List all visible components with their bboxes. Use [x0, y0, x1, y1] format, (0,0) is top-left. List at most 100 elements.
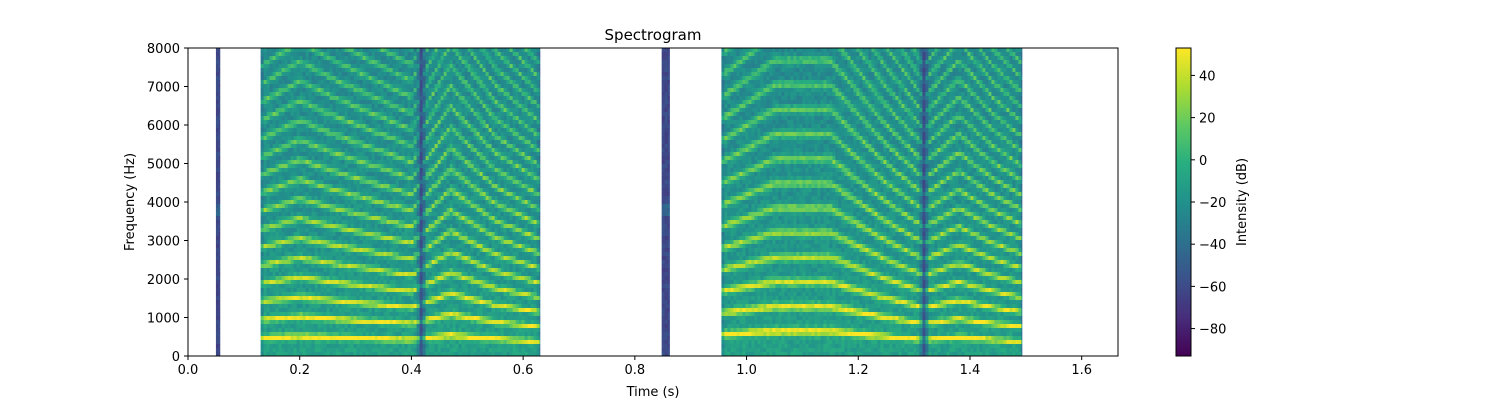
heatmap-cell	[443, 240, 448, 245]
heatmap-cell	[260, 116, 265, 121]
heatmap-cell	[446, 264, 451, 269]
heatmap-cell	[263, 180, 268, 185]
heatmap-cell	[365, 196, 370, 201]
heatmap-cell	[383, 328, 388, 333]
heatmap-cell	[335, 336, 340, 341]
heatmap-cell	[281, 64, 286, 69]
heatmap-cell	[395, 152, 400, 157]
heatmap-cell	[395, 180, 400, 185]
heatmap-cell	[275, 128, 280, 133]
heatmap-cell	[425, 316, 430, 321]
heatmap-cell	[332, 132, 337, 137]
heatmap-cell	[377, 228, 382, 233]
heatmap-cell	[431, 132, 436, 137]
heatmap-cell	[356, 220, 361, 225]
heatmap-cell	[338, 164, 343, 169]
heatmap-cell	[419, 324, 424, 329]
heatmap-cell	[401, 224, 406, 229]
heatmap-cell	[425, 96, 430, 101]
heatmap-cell	[389, 224, 394, 229]
heatmap-cell	[422, 180, 427, 185]
heatmap-cell	[320, 248, 325, 253]
heatmap-cell	[260, 92, 265, 97]
heatmap-cell	[434, 340, 439, 345]
heatmap-cell	[419, 56, 424, 61]
heatmap-cell	[260, 128, 265, 133]
heatmap-cell	[320, 76, 325, 81]
heatmap-cell	[269, 184, 274, 189]
heatmap-cell	[380, 316, 385, 321]
heatmap-cell	[347, 200, 352, 205]
heatmap-cell	[341, 112, 346, 117]
heatmap-cell	[365, 248, 370, 253]
heatmap-cell	[389, 304, 394, 309]
heatmap-cell	[374, 248, 379, 253]
heatmap-cell	[383, 276, 388, 281]
heatmap-cell	[278, 296, 283, 301]
heatmap-cell	[416, 192, 421, 197]
heatmap-cell	[263, 240, 268, 245]
heatmap-cell	[290, 288, 295, 293]
heatmap-cell	[341, 320, 346, 325]
heatmap-cell	[320, 64, 325, 69]
heatmap-cell	[377, 224, 382, 229]
heatmap-cell	[263, 128, 268, 133]
heatmap-cell	[422, 300, 427, 305]
heatmap-cell	[215, 340, 220, 345]
heatmap-cell	[404, 160, 409, 165]
heatmap-cell	[440, 156, 445, 161]
heatmap-cell	[374, 184, 379, 189]
heatmap-cell	[278, 316, 283, 321]
heatmap-cell	[311, 264, 316, 269]
heatmap-cell	[326, 132, 331, 137]
heatmap-cell	[329, 156, 334, 161]
heatmap-cell	[443, 220, 448, 225]
heatmap-cell	[383, 332, 388, 337]
heatmap-cell	[404, 124, 409, 129]
heatmap-cell	[344, 144, 349, 149]
heatmap-cell	[401, 216, 406, 221]
heatmap-cell	[389, 328, 394, 333]
heatmap-cell	[269, 288, 274, 293]
heatmap-cell	[281, 300, 286, 305]
heatmap-cell	[272, 116, 277, 121]
heatmap-cell	[383, 80, 388, 85]
heatmap-cell	[275, 164, 280, 169]
heatmap-cell	[365, 256, 370, 261]
heatmap-cell	[353, 172, 358, 177]
heatmap-cell	[290, 204, 295, 209]
heatmap-cell	[347, 296, 352, 301]
heatmap-cell	[362, 264, 367, 269]
heatmap-cell	[398, 164, 403, 169]
heatmap-cell	[275, 280, 280, 285]
heatmap-cell	[386, 244, 391, 249]
heatmap-cell	[446, 104, 451, 109]
heatmap-cell	[383, 220, 388, 225]
heatmap-cell	[350, 216, 355, 221]
heatmap-cell	[392, 256, 397, 261]
heatmap-cell	[218, 140, 221, 145]
heatmap-cell	[335, 108, 340, 113]
heatmap-cell	[377, 160, 382, 165]
heatmap-cell	[428, 188, 433, 193]
heatmap-cell	[335, 280, 340, 285]
heatmap-cell	[308, 280, 313, 285]
heatmap-cell	[374, 72, 379, 77]
heatmap-cell	[302, 132, 307, 137]
heatmap-cell	[296, 320, 301, 325]
heatmap-cell	[275, 264, 280, 269]
heatmap-cell	[431, 68, 436, 73]
heatmap-cell	[386, 116, 391, 121]
heatmap-cell	[296, 172, 301, 177]
heatmap-cell	[314, 212, 319, 217]
heatmap-cell	[404, 96, 409, 101]
heatmap-cell	[350, 76, 355, 81]
heatmap-cell	[275, 200, 280, 205]
heatmap-cell	[329, 340, 334, 345]
heatmap-cell	[296, 48, 301, 53]
heatmap-cell	[386, 80, 391, 85]
heatmap-cell	[416, 288, 421, 293]
heatmap-cell	[263, 140, 268, 145]
heatmap-cell	[302, 296, 307, 301]
heatmap-cell	[416, 208, 421, 213]
